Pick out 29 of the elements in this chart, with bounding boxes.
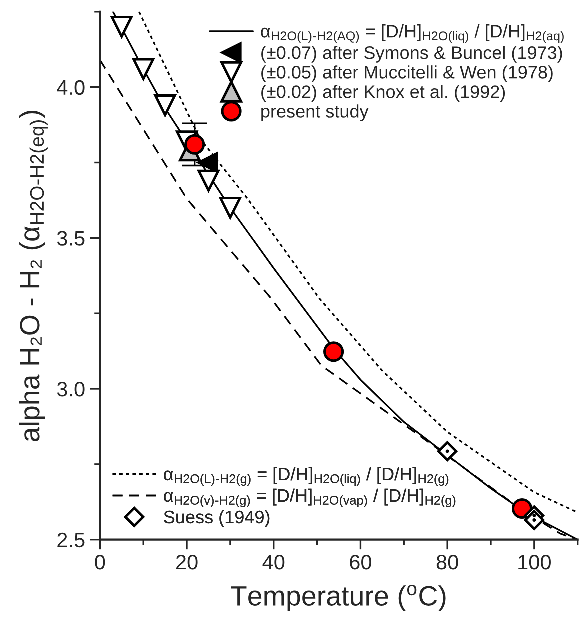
point [198,170,220,192]
point [154,94,176,116]
legend-label: (±0.07) after Symons & Buncel (1973) [262,46,562,63]
point [219,197,242,219]
x-tick-label: 100 [518,554,551,570]
legend-label: (±0.05) after Muccitelli & Wen (1978) [262,66,553,82]
x-tick-label: 20 [176,554,198,570]
x-axis-title: Temperature ($^{o}$C) [231,584,446,612]
point [110,16,133,38]
point [437,441,458,462]
point [132,58,155,80]
y-axis-title: alpha H₂O - H₂ (α$_{H2O-H2(eq)}$) [19,111,48,442]
x-tick-label: 60 [350,554,372,570]
x-tick-label: 80 [436,554,458,570]
y-tick-label: 4.0 [57,80,85,96]
y-tick-label: 3.5 [57,231,85,246]
legend-label: present study [262,104,369,122]
legend-label: α$_{H2O(v)-H2(g)}$ = [D/H]$_{H2O(vap)}$ / [D/H]$_{H2(g)}$ [164,488,456,508]
legend-label: Suess (1949) [164,510,270,528]
point [324,342,344,362]
point [524,510,545,530]
x-tick-label: 40 [262,554,285,570]
legend-label: α$_{H2O(L)-H2(g)}$ = [D/H]$_{H2O(liq)}$ / [D/H]$_{H2(g)}$ [164,467,449,486]
x-tick-label: 0 [95,554,106,570]
point [184,134,206,155]
legend-label: α$_{H2O(L)-H2(AQ)}$ = [D/H]$_{H2O(liq)}$ / [D/H]$_{H2(aq)}$ [261,24,564,44]
y-tick-label: 3.0 [57,382,85,397]
y-tick-label: 2.5 [58,532,85,548]
legend-label: (±0.02) after Knox et al. (1992) [262,85,506,102]
